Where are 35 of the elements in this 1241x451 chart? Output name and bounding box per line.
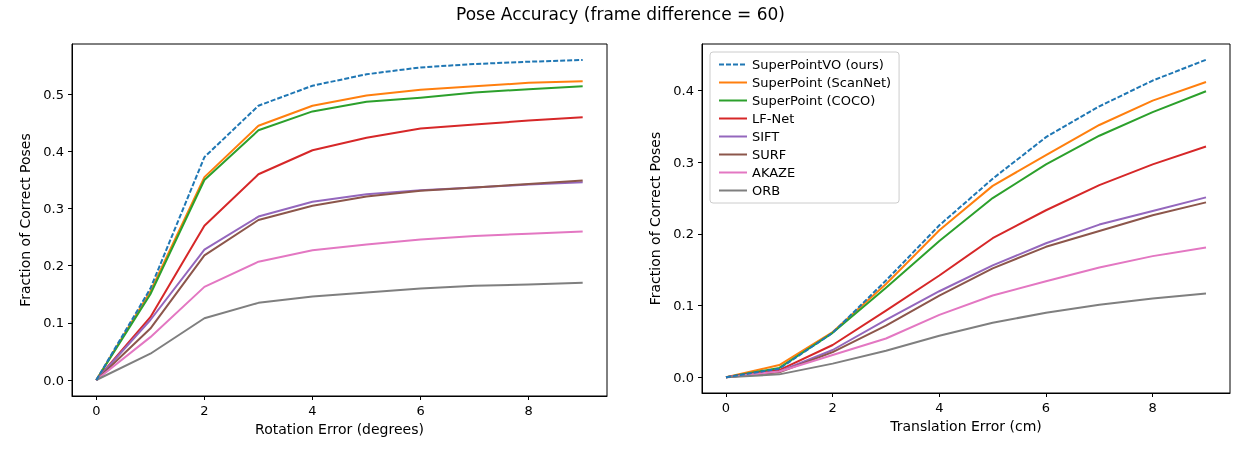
x-tick-label: 4 xyxy=(308,403,317,418)
x-tick-label: 0 xyxy=(92,403,101,418)
x-tick-label: 8 xyxy=(1148,400,1157,415)
line-series xyxy=(95,281,584,381)
y-tick-label: 0.1 xyxy=(673,298,694,314)
y-tick-label: 0.0 xyxy=(43,372,64,388)
legend-label: SURF xyxy=(752,147,787,162)
y-tick-label: 0.3 xyxy=(673,154,694,170)
x-tick-label: 6 xyxy=(1041,400,1051,415)
y-tick-label: 0.1 xyxy=(43,315,64,331)
x-tick-label: 4 xyxy=(935,400,944,415)
y-tick-label: 0.5 xyxy=(43,86,64,102)
legend-label: AKAZE xyxy=(752,165,796,180)
x-tick-label: 2 xyxy=(828,400,837,415)
x-tick-label: 6 xyxy=(416,403,425,418)
y-tick-label: 0.3 xyxy=(43,201,64,217)
legend-label: LF-Net xyxy=(752,111,795,126)
legend-label: SuperPoint (COCO) xyxy=(752,93,876,108)
chart-title: Pose Accuracy (frame difference = 60) xyxy=(455,4,786,24)
legend-label: ORB xyxy=(752,183,781,198)
y-tick-label: 0.0 xyxy=(673,369,694,385)
legend-label: SuperPoint (ScanNet) xyxy=(752,75,892,90)
legend-label: SIFT xyxy=(752,129,780,144)
y-tick-label: 0.4 xyxy=(43,143,64,159)
y-axis-title: Fraction of Correct Poses xyxy=(647,131,664,306)
x-tick-label: 2 xyxy=(200,403,209,418)
y-tick-label: 0.2 xyxy=(43,258,64,274)
y-tick-label: 0.2 xyxy=(673,226,694,242)
x-tick-label: 0 xyxy=(721,400,731,415)
x-tick-label: 8 xyxy=(524,403,533,418)
x-axis-title: Translation Error (cm) xyxy=(889,417,1042,434)
y-axis-title: Fraction of Correct Poses xyxy=(17,133,34,307)
x-axis-title: Rotation Error (degrees) xyxy=(255,420,424,437)
y-tick-label: 0.4 xyxy=(673,83,694,99)
legend-label: SuperPointVO (ours) xyxy=(752,57,884,72)
